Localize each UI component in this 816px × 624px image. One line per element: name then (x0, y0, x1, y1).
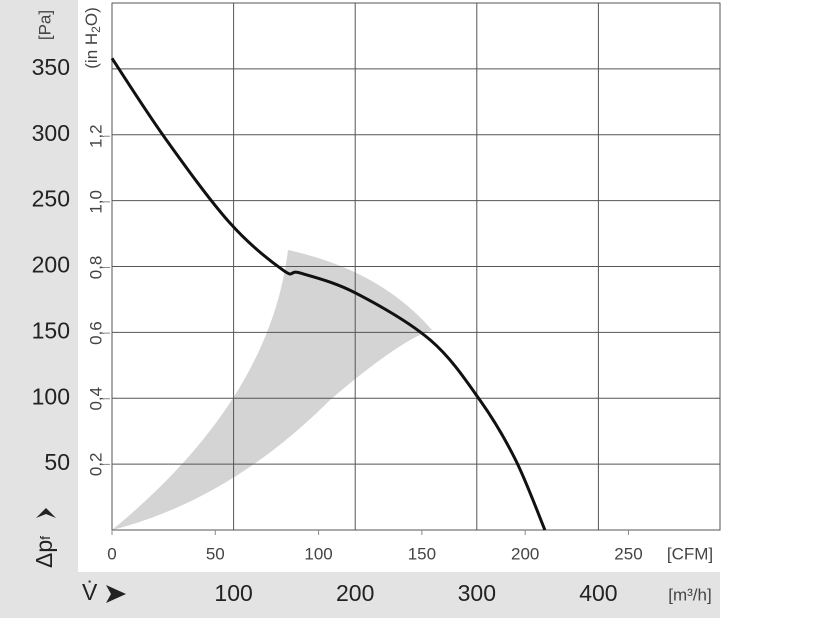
y-tick-label: 50 (44, 449, 70, 475)
x-tick-label: 300 (458, 580, 496, 606)
x-unit: [m³/h] (668, 585, 711, 604)
x2-tick-label: 100 (304, 544, 332, 563)
y-arrow (36, 508, 56, 518)
operating-range (112, 250, 432, 530)
x2-tick-label: 250 (614, 544, 642, 563)
x-tick-label: 400 (579, 580, 617, 606)
left-band (0, 0, 78, 618)
curve (110, 57, 547, 531)
y-tick-label: 350 (32, 54, 70, 80)
x2-tick-label: 50 (206, 544, 225, 563)
y2-tick-label: 0,6 (86, 321, 105, 345)
y2-tick-label: 1,0 (86, 190, 105, 214)
x-tick-label: 200 (336, 580, 374, 606)
x2-unit: [CFM] (667, 544, 713, 563)
x-arrow (106, 585, 126, 603)
y-tick-label: 100 (32, 383, 70, 409)
y2-tick-label: 0,8 (86, 256, 105, 280)
x2-tick-label: 150 (408, 544, 436, 563)
y2-unit: (in H2O) (82, 7, 103, 68)
y2-unit-pre: (in H (82, 33, 101, 69)
y-label-sub: f (37, 536, 53, 540)
y2-tick-label: 1,2 (86, 124, 105, 148)
x-label: V̇ (82, 579, 98, 605)
x2-tick-label: 200 (511, 544, 539, 563)
y-tick-label: 150 (32, 317, 70, 343)
y2-tick-label: 0,4 (86, 387, 105, 411)
y2-band (78, 0, 112, 572)
y-label-main: Δp (31, 540, 57, 568)
y-tick-label: 250 (32, 186, 70, 212)
y2-unit-sub: 2 (89, 26, 103, 33)
x2-tick-label: 0 (107, 544, 116, 563)
y-tick-label: 300 (32, 120, 70, 146)
y-unit: [Pa] (35, 10, 54, 40)
x-tick-label: 100 (214, 580, 252, 606)
y-tick-label: 200 (32, 252, 70, 278)
y2-unit-post: O) (82, 7, 101, 26)
y2-tick-label: 0,2 (86, 453, 105, 477)
y-label: Δpf (31, 536, 57, 568)
